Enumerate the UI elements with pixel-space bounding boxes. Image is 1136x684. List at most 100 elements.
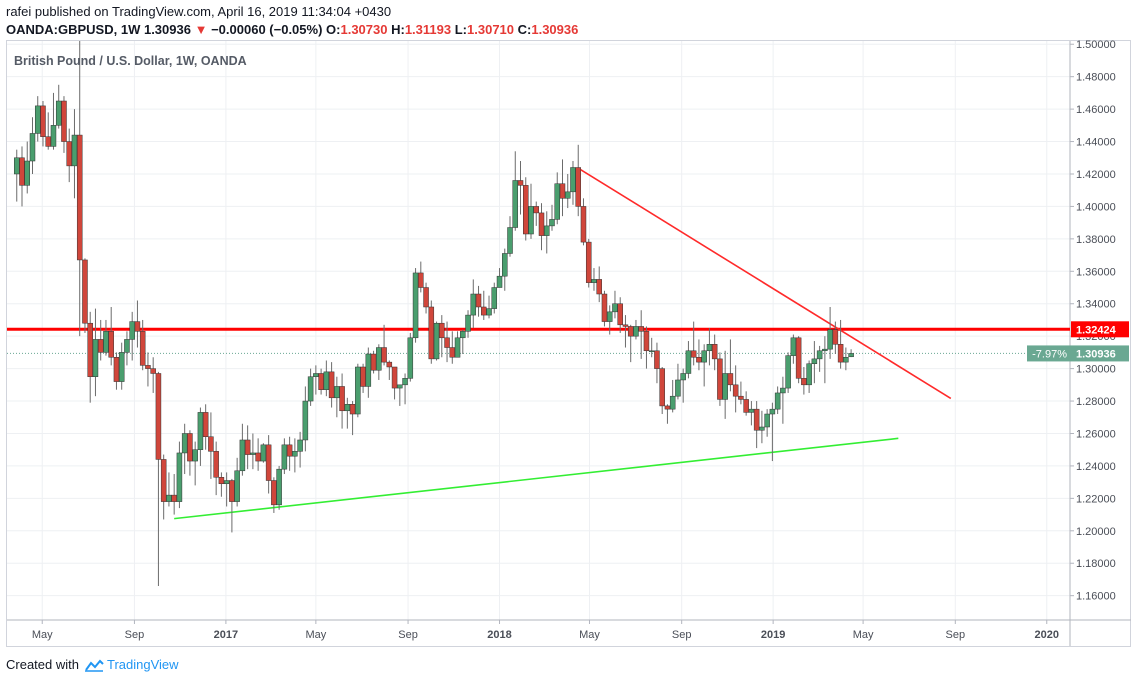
resistance-price-badge	[1071, 321, 1129, 338]
candle	[19, 146, 25, 207]
time-tick-label: 2018	[487, 629, 511, 641]
candle-body	[585, 241, 592, 283]
candle	[549, 204, 555, 231]
candle	[139, 319, 146, 371]
candle	[543, 211, 550, 254]
candle	[722, 350, 728, 419]
cloud-icon	[84, 659, 104, 672]
candle-body	[87, 322, 93, 377]
candle	[323, 360, 330, 397]
low-label: L:	[454, 22, 468, 37]
candle-body	[82, 259, 88, 324]
candle	[370, 350, 377, 374]
candle	[606, 305, 613, 335]
candle-body	[166, 494, 172, 502]
candle	[297, 431, 303, 468]
candle-body	[376, 347, 382, 371]
candle-body	[717, 358, 723, 400]
symbol-ohlc-line: OANDA:GBPUSD, 1W 1.30936 ▼ −0.00060 (−0.…	[6, 22, 578, 37]
candle-body	[580, 206, 587, 243]
candle	[87, 311, 93, 403]
candle	[523, 177, 529, 241]
candle	[596, 266, 602, 303]
candle	[774, 386, 781, 415]
candle-body	[669, 395, 676, 410]
candle	[648, 337, 655, 358]
chart-frame[interactable]	[6, 40, 1131, 647]
time-tick-label: Sep	[398, 629, 418, 641]
tradingview-brand: TradingView	[106, 657, 179, 672]
price-tick-label: 1.28000	[1076, 396, 1116, 408]
candle-body	[601, 293, 608, 322]
candle-body	[19, 157, 25, 186]
candle-body	[181, 433, 188, 454]
candle	[822, 336, 828, 384]
candle-body	[218, 477, 225, 485]
candle	[848, 349, 854, 358]
candle	[145, 352, 151, 387]
candle	[250, 433, 256, 470]
candle-body	[811, 358, 818, 364]
candle-body	[13, 157, 20, 175]
candle-body	[711, 344, 718, 360]
open-label: O:	[326, 22, 341, 37]
candle-body	[633, 326, 639, 337]
candle	[328, 362, 335, 408]
candle-body	[370, 353, 377, 371]
trend-lines	[7, 167, 1070, 520]
candle-body	[774, 392, 781, 410]
candle-body	[748, 408, 755, 413]
candle-body	[528, 206, 534, 235]
candle	[559, 159, 566, 217]
candle-body	[197, 412, 204, 450]
candle	[601, 290, 608, 327]
candle	[423, 282, 429, 314]
candle	[475, 285, 482, 317]
price-change: −0.00060 (−0.05%)	[211, 22, 323, 37]
candle-body	[549, 219, 555, 227]
candle-body	[360, 366, 366, 387]
candle	[339, 373, 345, 429]
candle	[276, 465, 282, 510]
candle-body	[92, 339, 99, 377]
candle	[433, 321, 440, 361]
candle	[538, 203, 545, 251]
candle-body	[759, 426, 765, 431]
candle	[166, 472, 172, 507]
candle-body	[538, 212, 545, 236]
candle	[302, 386, 309, 452]
candle	[313, 365, 319, 395]
candle	[318, 368, 324, 395]
candle	[349, 401, 356, 436]
candle-body	[517, 180, 524, 186]
candle-body	[816, 350, 823, 360]
candle	[223, 472, 230, 507]
candle-body	[171, 494, 177, 502]
candle-body	[627, 326, 634, 337]
candle-body	[806, 363, 812, 386]
candle	[45, 112, 51, 150]
current-price-text: 1.30936	[1076, 348, 1116, 360]
candle	[171, 474, 177, 515]
candle	[554, 172, 560, 225]
candle	[234, 457, 240, 507]
candle-body	[554, 183, 560, 220]
candle-body	[113, 357, 120, 382]
candle-body	[145, 365, 151, 369]
candle-body	[570, 167, 576, 193]
candle	[685, 341, 692, 379]
candle-body	[307, 376, 314, 402]
candle	[402, 373, 408, 405]
candle	[470, 279, 477, 329]
candle-body	[265, 444, 272, 481]
candle-body	[108, 331, 114, 358]
candle-body	[785, 355, 791, 389]
candle	[790, 334, 797, 364]
candle-body	[139, 331, 146, 366]
candle-body	[475, 293, 482, 308]
candle-body	[696, 357, 702, 363]
candle	[748, 401, 755, 426]
candle-body	[454, 337, 461, 358]
tradingview-logo[interactable]: TradingView	[83, 657, 179, 672]
